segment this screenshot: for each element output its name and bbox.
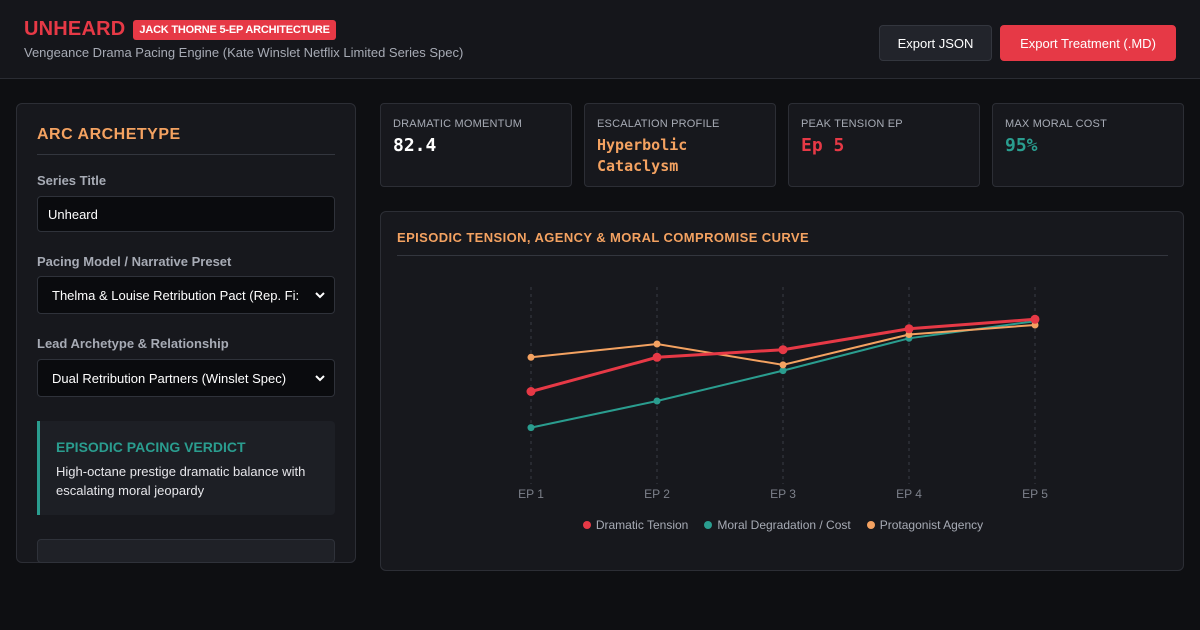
legend-label: Moral Degradation / Cost (717, 518, 851, 532)
legend-label: Protagonist Agency (879, 518, 984, 532)
x-tick-label: EP 3 (770, 487, 796, 501)
data-point (779, 361, 787, 369)
metric-value: Hyperbolic Cataclysm (597, 136, 688, 175)
chevron-down-icon (315, 292, 325, 299)
metric-value: 82.4 (393, 135, 437, 156)
data-point (653, 397, 661, 405)
series-title-label: Series Title (37, 173, 107, 188)
x-tick-label: EP 2 (644, 487, 670, 501)
lead-archetype-select[interactable]: Dual Retribution Partners (Winslet Spec) (37, 359, 335, 397)
chart-title: EPISODIC TENSION, AGENCY & MORAL COMPROM… (397, 230, 810, 245)
chevron-down-icon (315, 375, 325, 382)
metric-label: PEAK TENSION EP (801, 118, 903, 130)
collapsed-panel-section[interactable] (37, 539, 335, 563)
lead-archetype-value: Dual Retribution Partners (Winslet Spec) (52, 370, 287, 386)
legend-dot-icon (704, 521, 713, 529)
export-treatment-button[interactable]: Export Treatment (.MD) (1000, 25, 1176, 61)
verdict-text: High-octane prestige dramatic balance wi… (56, 464, 306, 498)
brand-title: UNHEARD (24, 18, 126, 40)
data-point (1030, 314, 1040, 324)
divider (37, 154, 335, 155)
data-point (527, 353, 535, 361)
metric-escalation-profile: ESCALATION PROFILE Hyperbolic Cataclysm (584, 103, 776, 187)
legend-dot-icon (582, 521, 591, 529)
data-point (778, 345, 788, 355)
x-tick-label: EP 1 (518, 487, 544, 501)
metric-value: 95% (1005, 135, 1038, 156)
pacing-model-select[interactable]: Thelma & Louise Retribution Pact (Rep. F… (37, 276, 335, 314)
verdict-title: EPISODIC PACING VERDICT (56, 439, 246, 455)
panel-title: ARC ARCHETYPE (37, 126, 181, 143)
pacing-model-label: Pacing Model / Narrative Preset (37, 254, 232, 269)
tension-chart-card: EPISODIC TENSION, AGENCY & MORAL COMPROM… (380, 211, 1184, 571)
data-point (904, 324, 914, 334)
brand-row: UNHEARD JACK THORNE 5-EP ARCHITECTURE (24, 18, 336, 41)
line-chart: EP 1 EP 2 EP 3 EP 4 EP 5 (518, 287, 1048, 501)
metric-peak-tension-ep: PEAK TENSION EP Ep 5 (788, 103, 980, 187)
legend-item: Moral Degradation / Cost (704, 518, 851, 532)
metric-dramatic-momentum: DRAMATIC MOMENTUM 82.4 (380, 103, 572, 187)
legend-item: Dramatic Tension (582, 518, 689, 532)
app-subtitle: Vengeance Drama Pacing Engine (Kate Wins… (24, 45, 464, 60)
arc-archetype-panel: ARC ARCHETYPE Series Title Unheard Pacin… (16, 103, 356, 563)
data-point (526, 387, 536, 396)
header-bar: UNHEARD JACK THORNE 5-EP ARCHITECTURE Ve… (0, 0, 1200, 79)
x-tick-label: EP 4 (896, 487, 922, 501)
export-json-button[interactable]: Export JSON (879, 25, 992, 61)
x-tick-label: EP 5 (1022, 487, 1048, 501)
data-point (652, 352, 662, 362)
legend-item: Protagonist Agency (866, 518, 984, 532)
metric-label: ESCALATION PROFILE (597, 118, 720, 130)
legend-label: Dramatic Tension (595, 518, 689, 532)
chart-legend: Dramatic Tension Moral Degradation / Cost… (381, 518, 1185, 532)
metric-label: DRAMATIC MOMENTUM (393, 118, 523, 130)
legend-dot-icon (866, 521, 875, 529)
pacing-verdict-card: EPISODIC PACING VERDICT High-octane pres… (37, 421, 335, 515)
series-title-input[interactable]: Unheard (37, 196, 335, 232)
divider (397, 255, 1168, 256)
data-point (527, 424, 535, 432)
metric-max-moral-cost: MAX MORAL COST 95% (992, 103, 1184, 187)
lead-archetype-label: Lead Archetype & Relationship (37, 336, 229, 351)
metric-value: Ep 5 (801, 135, 845, 156)
architecture-badge: JACK THORNE 5-EP ARCHITECTURE (133, 19, 336, 40)
data-point (653, 340, 661, 348)
data-point (779, 367, 787, 375)
pacing-model-value: Thelma & Louise Retribution Pact (Rep. F… (52, 287, 300, 303)
metric-label: MAX MORAL COST (1005, 118, 1108, 130)
